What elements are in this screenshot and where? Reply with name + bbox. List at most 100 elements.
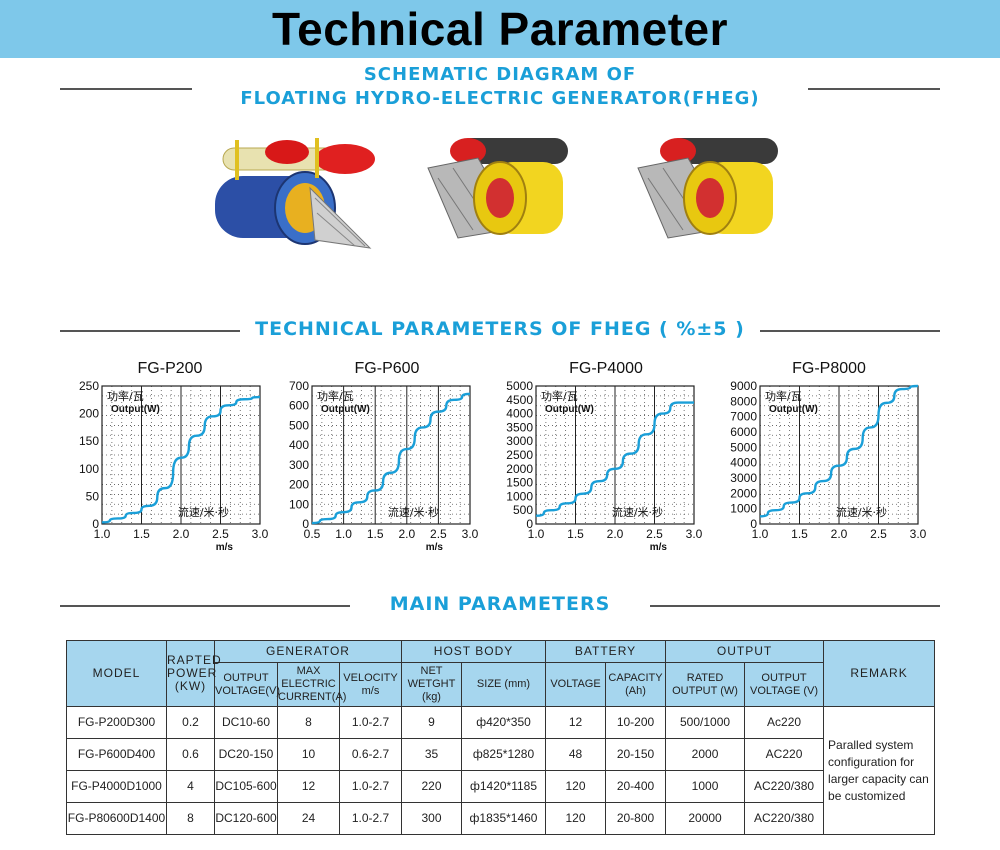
cell-model: FG-P600D400 bbox=[66, 738, 167, 771]
cell-voltage: 48 bbox=[545, 738, 607, 771]
chart-title: FG-P4000 bbox=[569, 360, 643, 377]
header-rated-power: RAPTED POWER (KW) bbox=[166, 640, 221, 707]
cell-model: FG-P80600D1400 bbox=[66, 802, 167, 835]
cell-rated-output: 1000 bbox=[665, 770, 746, 803]
chart-title: FG-P8000 bbox=[792, 360, 866, 377]
cell-size: ф1420*1185 bbox=[461, 770, 547, 803]
x-tick-label: 1.0 bbox=[752, 527, 769, 541]
table-row: FG-P600D400 0.6 DC20-150 10 0.6-2.7 35 ф… bbox=[66, 738, 935, 771]
y-tick-label: 500 bbox=[289, 418, 309, 432]
x-label-cn: 流速/米·秒 bbox=[388, 505, 439, 519]
y-tick-label: 5000 bbox=[730, 440, 757, 454]
cell-out-voltage: Ac220 bbox=[744, 706, 825, 739]
cell-output-voltage: DC105-600 bbox=[214, 770, 278, 803]
cell-rated-output: 500/1000 bbox=[665, 706, 746, 739]
cell-capacity: 20-150 bbox=[605, 738, 667, 771]
y-tick-label: 500 bbox=[513, 503, 533, 517]
cell-current: 8 bbox=[277, 706, 340, 739]
chart-svg: 0 50 100 150 200 250 1.0 1.5 2.0 2.5 3.0 功率/瓦Output… bbox=[79, 379, 269, 553]
chart-svg: 0 100 200 300 400 500 600 700 0.5 1.0 1.5 2.0 2.5 3.0… bbox=[289, 379, 479, 553]
generator-illustration-3 bbox=[637, 138, 778, 239]
x-tick-label: 2.0 bbox=[173, 527, 190, 541]
x-label-cn: 流速/米·秒 bbox=[178, 505, 229, 519]
x-tick-label: 1.5 bbox=[133, 527, 150, 541]
y-label-cn: 功率/瓦 bbox=[765, 389, 802, 403]
y-tick-label: 100 bbox=[289, 497, 309, 511]
header-output: OUTPUT bbox=[665, 640, 825, 663]
cell-current: 24 bbox=[277, 802, 340, 835]
divider-left-top bbox=[60, 88, 192, 90]
y-label-cn: 功率/瓦 bbox=[107, 389, 144, 403]
header-host-body: HOST BODY bbox=[401, 640, 547, 663]
y-tick-label: 50 bbox=[86, 489, 100, 503]
y-tick-label: 4500 bbox=[506, 393, 533, 407]
y-label-cn: 功率/瓦 bbox=[541, 389, 578, 403]
y-tick-label: 3000 bbox=[506, 434, 533, 448]
subheader-net-weight: NET WETGHT (kg) bbox=[401, 662, 463, 707]
cell-voltage: 12 bbox=[545, 706, 607, 739]
cell-voltage: 120 bbox=[545, 770, 607, 803]
cell-current: 12 bbox=[277, 770, 340, 803]
x-label-unit: m/s bbox=[426, 542, 444, 553]
divider-right-bottom bbox=[650, 605, 940, 607]
cell-weight: 220 bbox=[401, 770, 463, 803]
cell-size: ф420*350 bbox=[461, 706, 547, 739]
table-row: FG-P4000D1000 4 DC105-600 12 1.0-2.7 220… bbox=[66, 770, 935, 803]
cell-current: 10 bbox=[277, 738, 340, 771]
cell-capacity: 10-200 bbox=[605, 706, 667, 739]
divider-left-mid bbox=[60, 330, 240, 332]
y-tick-label: 6000 bbox=[730, 425, 757, 439]
y-label-cn: 功率/瓦 bbox=[317, 389, 354, 403]
y-tick-label: 2500 bbox=[506, 448, 533, 462]
cell-power: 4 bbox=[166, 770, 215, 803]
plot-frame bbox=[101, 385, 261, 525]
y-tick-label: 1500 bbox=[506, 476, 533, 490]
plot-frame bbox=[311, 385, 471, 525]
subheader-voltage: VOLTAGE bbox=[545, 662, 607, 707]
chart-fg-p4000: FG-P4000 0 500 1000 1500 2000 2500 3000 3500 4000… bbox=[496, 360, 716, 560]
x-label-unit: m/s bbox=[216, 542, 234, 553]
subheader-max-current: MAX ELECTRIC CURRENT(A) bbox=[277, 662, 346, 707]
cell-output-voltage: DC20-150 bbox=[214, 738, 278, 771]
y-tick-label: 4000 bbox=[730, 456, 757, 470]
y-tick-label: 250 bbox=[79, 379, 99, 393]
y-tick-label: 150 bbox=[79, 434, 99, 448]
cell-velocity: 1.0-2.7 bbox=[338, 802, 403, 835]
cell-weight: 35 bbox=[401, 738, 463, 771]
y-tick-label: 100 bbox=[79, 462, 99, 476]
plot-frame bbox=[759, 385, 919, 525]
x-tick-label: 2.0 bbox=[607, 527, 624, 541]
y-label-en: Output(W) bbox=[769, 404, 818, 415]
cell-out-voltage: AC220 bbox=[744, 738, 825, 771]
subheader-rated-output: RATED OUTPUT (W) bbox=[665, 662, 746, 707]
divider-right-mid bbox=[760, 330, 940, 332]
header-model: MODEL bbox=[66, 640, 167, 707]
y-tick-label: 2000 bbox=[730, 486, 757, 500]
header-remark: REMARK bbox=[823, 640, 936, 707]
subheader-out-voltage: OUTPUT VOLTAGE (V) bbox=[744, 662, 825, 707]
chart-title: FG-P600 bbox=[354, 360, 420, 377]
cell-output-voltage: DC120-600 bbox=[214, 802, 278, 835]
cell-size: ф825*1280 bbox=[461, 738, 547, 771]
cell-out-voltage: AC220/380 bbox=[744, 802, 825, 835]
schematic-title-line1: SCHEMATIC DIAGRAM OF bbox=[363, 64, 637, 85]
y-tick-label: 0 bbox=[526, 517, 533, 531]
y-tick-label: 0 bbox=[302, 517, 309, 531]
y-tick-label: 600 bbox=[289, 399, 309, 413]
y-label-en: Output(W) bbox=[111, 404, 160, 415]
x-tick-label: 3.0 bbox=[910, 527, 927, 541]
cell-capacity: 20-400 bbox=[605, 770, 667, 803]
x-tick-label: 3.0 bbox=[252, 527, 269, 541]
y-tick-label: 200 bbox=[289, 478, 309, 492]
cell-power: 0.6 bbox=[166, 738, 215, 771]
x-tick-label: 0.5 bbox=[304, 527, 321, 541]
cell-capacity: 20-800 bbox=[605, 802, 667, 835]
series-line bbox=[101, 395, 261, 524]
y-tick-label: 3500 bbox=[506, 420, 533, 434]
cell-weight: 300 bbox=[401, 802, 463, 835]
y-tick-label: 0 bbox=[92, 517, 99, 531]
header-banner bbox=[0, 0, 1000, 58]
x-tick-label: 1.0 bbox=[528, 527, 545, 541]
y-tick-label: 1000 bbox=[730, 502, 757, 516]
